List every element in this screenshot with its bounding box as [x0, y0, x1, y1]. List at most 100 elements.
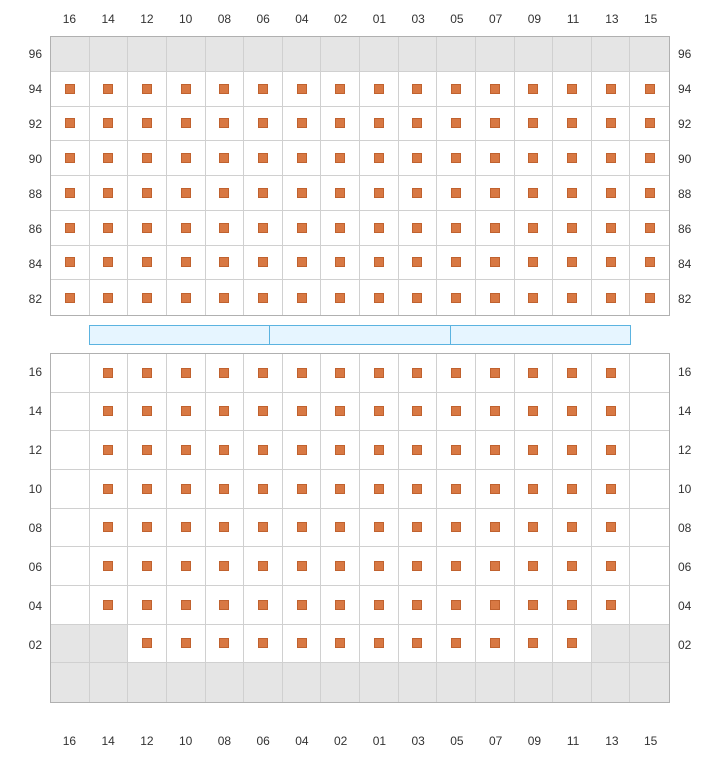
seat-cell[interactable]	[321, 211, 360, 246]
seat-cell[interactable]	[128, 107, 167, 142]
seat-cell[interactable]	[90, 586, 129, 625]
seat-cell[interactable]	[399, 176, 438, 211]
seat-cell[interactable]	[553, 141, 592, 176]
seat-cell[interactable]	[399, 509, 438, 548]
seat-cell[interactable]	[476, 107, 515, 142]
seat-cell[interactable]	[128, 547, 167, 586]
seat-cell[interactable]	[283, 354, 322, 393]
seat-cell[interactable]	[437, 586, 476, 625]
seat-cell[interactable]	[515, 393, 554, 432]
seat-cell[interactable]	[476, 431, 515, 470]
seat-cell[interactable]	[283, 246, 322, 281]
seat-cell[interactable]	[553, 246, 592, 281]
seat-cell[interactable]	[206, 625, 245, 664]
seat-cell[interactable]	[476, 246, 515, 281]
seat-cell[interactable]	[630, 107, 669, 142]
seat-cell[interactable]	[630, 72, 669, 107]
seat-cell[interactable]	[90, 280, 129, 315]
seat-cell[interactable]	[592, 547, 631, 586]
seat-cell[interactable]	[399, 354, 438, 393]
seat-cell[interactable]	[360, 72, 399, 107]
seat-cell[interactable]	[283, 470, 322, 509]
seat-cell[interactable]	[283, 625, 322, 664]
seat-cell[interactable]	[553, 72, 592, 107]
seat-cell[interactable]	[283, 141, 322, 176]
seat-cell[interactable]	[399, 393, 438, 432]
seat-cell[interactable]	[360, 547, 399, 586]
seat-cell[interactable]	[592, 72, 631, 107]
seat-cell[interactable]	[206, 509, 245, 548]
seat-cell[interactable]	[206, 211, 245, 246]
seat-cell[interactable]	[476, 280, 515, 315]
seat-cell[interactable]	[128, 509, 167, 548]
seat-cell[interactable]	[553, 354, 592, 393]
seat-cell[interactable]	[515, 586, 554, 625]
seat-cell[interactable]	[515, 354, 554, 393]
seat-cell[interactable]	[360, 354, 399, 393]
seat-cell[interactable]	[90, 141, 129, 176]
seat-cell[interactable]	[206, 586, 245, 625]
seat-cell[interactable]	[399, 107, 438, 142]
seat-cell[interactable]	[515, 625, 554, 664]
seat-cell[interactable]	[592, 246, 631, 281]
seat-cell[interactable]	[437, 141, 476, 176]
seat-cell[interactable]	[128, 586, 167, 625]
seat-cell[interactable]	[128, 431, 167, 470]
seat-cell[interactable]	[630, 280, 669, 315]
seat-cell[interactable]	[553, 280, 592, 315]
seat-cell[interactable]	[360, 280, 399, 315]
seat-cell[interactable]	[360, 107, 399, 142]
seat-cell[interactable]	[515, 280, 554, 315]
seat-cell[interactable]	[321, 431, 360, 470]
seat-cell[interactable]	[360, 509, 399, 548]
seat-cell[interactable]	[476, 354, 515, 393]
seat-cell[interactable]	[399, 72, 438, 107]
seat-cell[interactable]	[167, 211, 206, 246]
seat-cell[interactable]	[553, 107, 592, 142]
seat-cell[interactable]	[592, 354, 631, 393]
seat-cell[interactable]	[321, 393, 360, 432]
seat-cell[interactable]	[206, 280, 245, 315]
seat-cell[interactable]	[360, 393, 399, 432]
seat-cell[interactable]	[206, 547, 245, 586]
seat-cell[interactable]	[437, 509, 476, 548]
seat-cell[interactable]	[128, 141, 167, 176]
seat-cell[interactable]	[437, 211, 476, 246]
seat-cell[interactable]	[630, 141, 669, 176]
seat-cell[interactable]	[51, 141, 90, 176]
seat-cell[interactable]	[592, 586, 631, 625]
seat-cell[interactable]	[321, 246, 360, 281]
seat-cell[interactable]	[476, 72, 515, 107]
seat-cell[interactable]	[206, 431, 245, 470]
seat-cell[interactable]	[515, 509, 554, 548]
seat-cell[interactable]	[553, 211, 592, 246]
seat-cell[interactable]	[592, 509, 631, 548]
seat-cell[interactable]	[90, 246, 129, 281]
seat-cell[interactable]	[476, 547, 515, 586]
seat-cell[interactable]	[399, 280, 438, 315]
seat-cell[interactable]	[206, 72, 245, 107]
seat-cell[interactable]	[360, 625, 399, 664]
seat-cell[interactable]	[90, 547, 129, 586]
seat-cell[interactable]	[476, 625, 515, 664]
seat-cell[interactable]	[360, 586, 399, 625]
seat-cell[interactable]	[90, 211, 129, 246]
seat-cell[interactable]	[437, 470, 476, 509]
seat-cell[interactable]	[167, 470, 206, 509]
seat-cell[interactable]	[128, 470, 167, 509]
seat-cell[interactable]	[244, 354, 283, 393]
seat-cell[interactable]	[90, 393, 129, 432]
seat-cell[interactable]	[321, 547, 360, 586]
seat-cell[interactable]	[553, 470, 592, 509]
seat-cell[interactable]	[399, 586, 438, 625]
seat-cell[interactable]	[167, 586, 206, 625]
seat-cell[interactable]	[283, 431, 322, 470]
seat-cell[interactable]	[553, 625, 592, 664]
seat-cell[interactable]	[553, 393, 592, 432]
seat-cell[interactable]	[167, 393, 206, 432]
seat-cell[interactable]	[592, 431, 631, 470]
seat-cell[interactable]	[437, 107, 476, 142]
seat-cell[interactable]	[592, 211, 631, 246]
seat-cell[interactable]	[553, 547, 592, 586]
seat-cell[interactable]	[592, 280, 631, 315]
